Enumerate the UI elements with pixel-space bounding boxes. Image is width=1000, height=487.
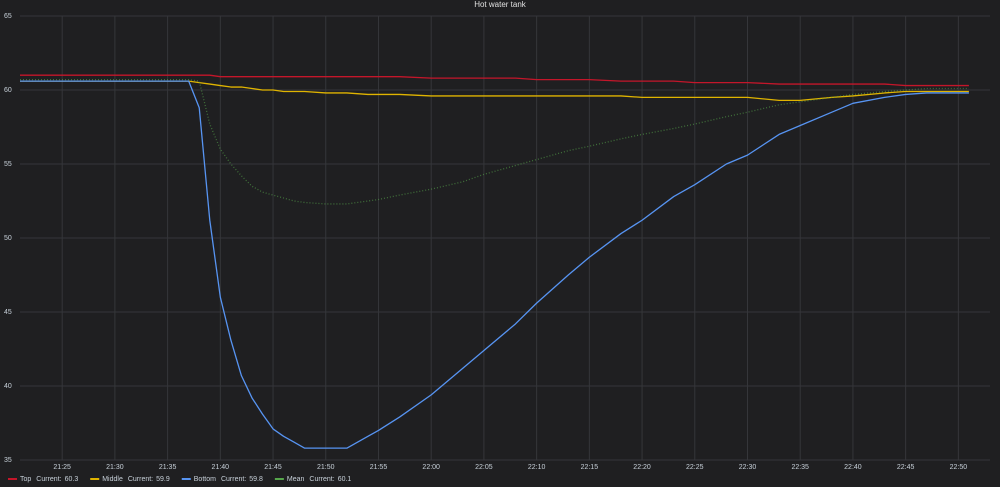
y-tick-label: 40 [4,383,12,390]
x-tick-label: 21:55 [370,464,388,471]
series-line [20,80,969,102]
x-tick-label: 22:10 [528,464,546,471]
x-tick-label: 21:25 [53,464,71,471]
legend-label: Current: [309,476,334,483]
x-tick-label: 21:30 [106,464,124,471]
chart-title: Hot water tank [474,0,527,9]
legend-current: 59.8 [249,476,263,483]
y-tick-label: 55 [4,161,12,168]
x-tick-label: 22:25 [686,464,704,471]
x-tick-label: 22:20 [633,464,651,471]
series-line [20,78,969,205]
legend-label: Current: [221,476,246,483]
legend-name: Middle [102,476,123,483]
y-tick-label: 60 [4,87,12,94]
series-line [20,74,969,87]
x-tick-label: 22:50 [950,464,968,471]
x-tick-label: 21:35 [159,464,177,471]
legend-current: 60.3 [65,476,79,483]
x-tick-label: 22:00 [422,464,440,471]
x-tick-label: 21:45 [264,464,282,471]
y-tick-label: 50 [4,235,12,242]
x-tick-label: 22:40 [844,464,862,471]
y-tick-label: 65 [4,13,12,20]
y-tick-label: 35 [4,457,12,464]
legend-current: 59.9 [156,476,170,483]
x-tick-label: 21:40 [212,464,230,471]
series-line [20,80,969,449]
legend-current: 60.1 [338,476,352,483]
y-tick-label: 45 [4,309,12,316]
x-tick-label: 22:35 [791,464,809,471]
legend-label: Current: [128,476,153,483]
legend-name: Bottom [194,476,216,483]
legend-name: Mean [287,476,305,483]
legend-name: Top [20,476,31,483]
x-tick-label: 22:30 [739,464,757,471]
x-tick-label: 22:15 [581,464,599,471]
x-tick-label: 21:50 [317,464,335,471]
x-tick-label: 22:45 [897,464,915,471]
legend-label: Current: [36,476,61,483]
x-tick-label: 22:05 [475,464,493,471]
